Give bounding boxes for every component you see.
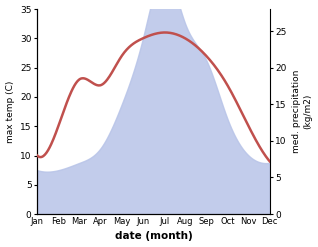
Y-axis label: max temp (C): max temp (C) (5, 80, 15, 143)
X-axis label: date (month): date (month) (114, 231, 192, 242)
Y-axis label: med. precipitation
(kg/m2): med. precipitation (kg/m2) (292, 70, 313, 153)
